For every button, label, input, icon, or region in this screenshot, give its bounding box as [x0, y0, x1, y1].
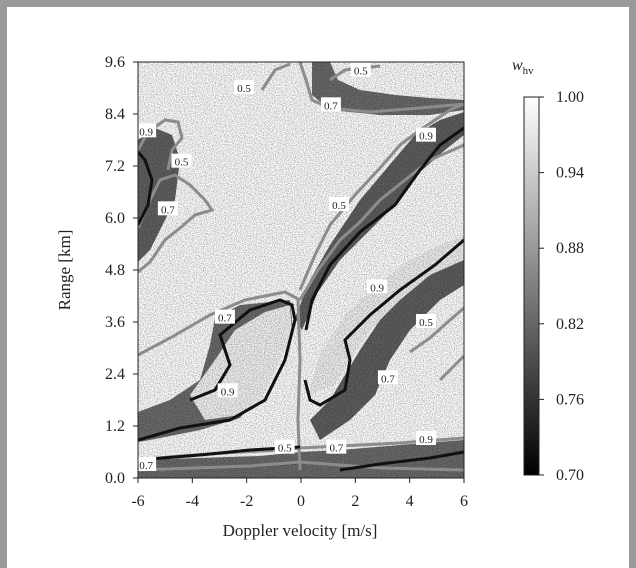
- contour-0.5: [260, 62, 291, 91]
- x-tick-label: 0: [297, 493, 305, 510]
- x-tick-label: 2: [351, 493, 359, 510]
- x-tick-label: 6: [460, 493, 468, 510]
- contour-label-bg: [320, 97, 341, 112]
- contour-label: 0.9: [221, 386, 235, 398]
- contour-label: 0.5: [237, 83, 251, 95]
- y-tick-label: 8.4: [105, 106, 125, 123]
- contour-label: 0.5: [278, 443, 292, 455]
- contour-label-bg: [329, 197, 350, 211]
- colorbar-ticks: 1.00 0.94 0.88 0.82 0.76 0.70: [539, 89, 584, 484]
- y-tick-label: 6.0: [105, 210, 125, 227]
- contours-layer: [138, 62, 464, 472]
- contour-label: 0.7: [381, 373, 395, 385]
- contour-0.9: [303, 238, 464, 407]
- colorbar-tick-label: 1.00: [556, 89, 584, 106]
- colorbar-tick-label: 0.88: [556, 240, 584, 257]
- contour-label: 0.7: [161, 204, 175, 216]
- contour-0.9: [138, 151, 154, 226]
- contour-0.9: [304, 126, 464, 331]
- y-tick-label: 7.2: [105, 158, 125, 175]
- y-tick-label: 1.2: [105, 418, 125, 435]
- contour-label: 0.9: [139, 126, 153, 138]
- contour-label-bg: [214, 309, 235, 324]
- y-axis-label: Range [km]: [55, 230, 74, 311]
- contour-label-bg: [377, 370, 398, 385]
- y-axis: 0.0 1.2 2.4 3.6 4.8 6.0 7.2 8.4 9.6: [105, 54, 138, 487]
- colorbar-tick-label: 0.94: [556, 165, 584, 182]
- contour-label-bg: [136, 457, 157, 471]
- contour-0.9: [138, 298, 297, 442]
- contour-label-bg: [415, 431, 436, 445]
- contour-0.5: [409, 306, 464, 354]
- heatmap-layer: [138, 62, 464, 478]
- x-tick-label: -6: [131, 493, 144, 510]
- contour-label-bg: [415, 127, 436, 142]
- contour-label: 0.5: [332, 200, 346, 212]
- contour-label-bg: [326, 439, 347, 454]
- y-tick-label: 2.4: [105, 366, 125, 383]
- contour-0.7: [138, 290, 301, 357]
- contour-label: 0.5: [175, 157, 189, 169]
- contour-label: 0.7: [329, 443, 343, 455]
- contour-label-bg: [233, 80, 254, 94]
- y-tick-label: 9.6: [105, 54, 125, 71]
- contour-0.5: [296, 299, 302, 471]
- colorbar-label: whv: [512, 57, 534, 77]
- contour-label: 0.9: [419, 131, 433, 143]
- y-tick-label: 0.0: [105, 470, 125, 487]
- y-tick-label: 4.8: [105, 262, 125, 279]
- contour-label-bg: [157, 201, 178, 216]
- y-tick-label: 3.6: [105, 314, 125, 331]
- x-axis: -6 -4 -2 0 2 4 6: [131, 478, 468, 510]
- contour-label-bg: [274, 439, 295, 454]
- contour-label-bg: [171, 153, 192, 168]
- contour-label: 0.9: [370, 282, 384, 294]
- contour-label-bg: [367, 279, 388, 294]
- contour-0.5: [138, 173, 215, 274]
- x-axis-label: Doppler velocity [m/s]: [223, 521, 378, 540]
- contour-label-bg: [136, 123, 157, 138]
- contour-0.5: [438, 354, 464, 382]
- x-tick-label: -2: [240, 493, 253, 510]
- contour-label: 0.7: [139, 460, 153, 472]
- colorbar-tick-label: 0.76: [556, 391, 584, 408]
- contour-0.9: [339, 450, 464, 472]
- contour-0.7: [298, 102, 464, 291]
- colorbar-tick-label: 0.82: [556, 316, 584, 333]
- x-tick-label: 4: [406, 493, 414, 510]
- contour-label: 0.7: [324, 100, 338, 112]
- colorbar-gradient: [523, 96, 540, 476]
- colorbar: whv 1.00 0.94 0.88 0.82 0.76 0.70: [512, 57, 584, 484]
- colorbar-tick-label: 0.70: [556, 467, 584, 484]
- contour-label: 0.9: [419, 434, 433, 446]
- contour-labels: 0.5 0.5 0.7 0.9 0.5 0.9 0.7 0.5 0.7 0.9 0.5 0.9 0.7 0…: [136, 62, 436, 472]
- contour-label-bg: [217, 383, 238, 398]
- contour-label: 0.5: [354, 66, 368, 78]
- contour-label: 0.5: [419, 317, 433, 329]
- contour-label: 0.7: [218, 313, 232, 325]
- contour-label-bg: [350, 62, 371, 77]
- contour-label-bg: [415, 314, 436, 328]
- x-tick-label: -4: [186, 493, 199, 510]
